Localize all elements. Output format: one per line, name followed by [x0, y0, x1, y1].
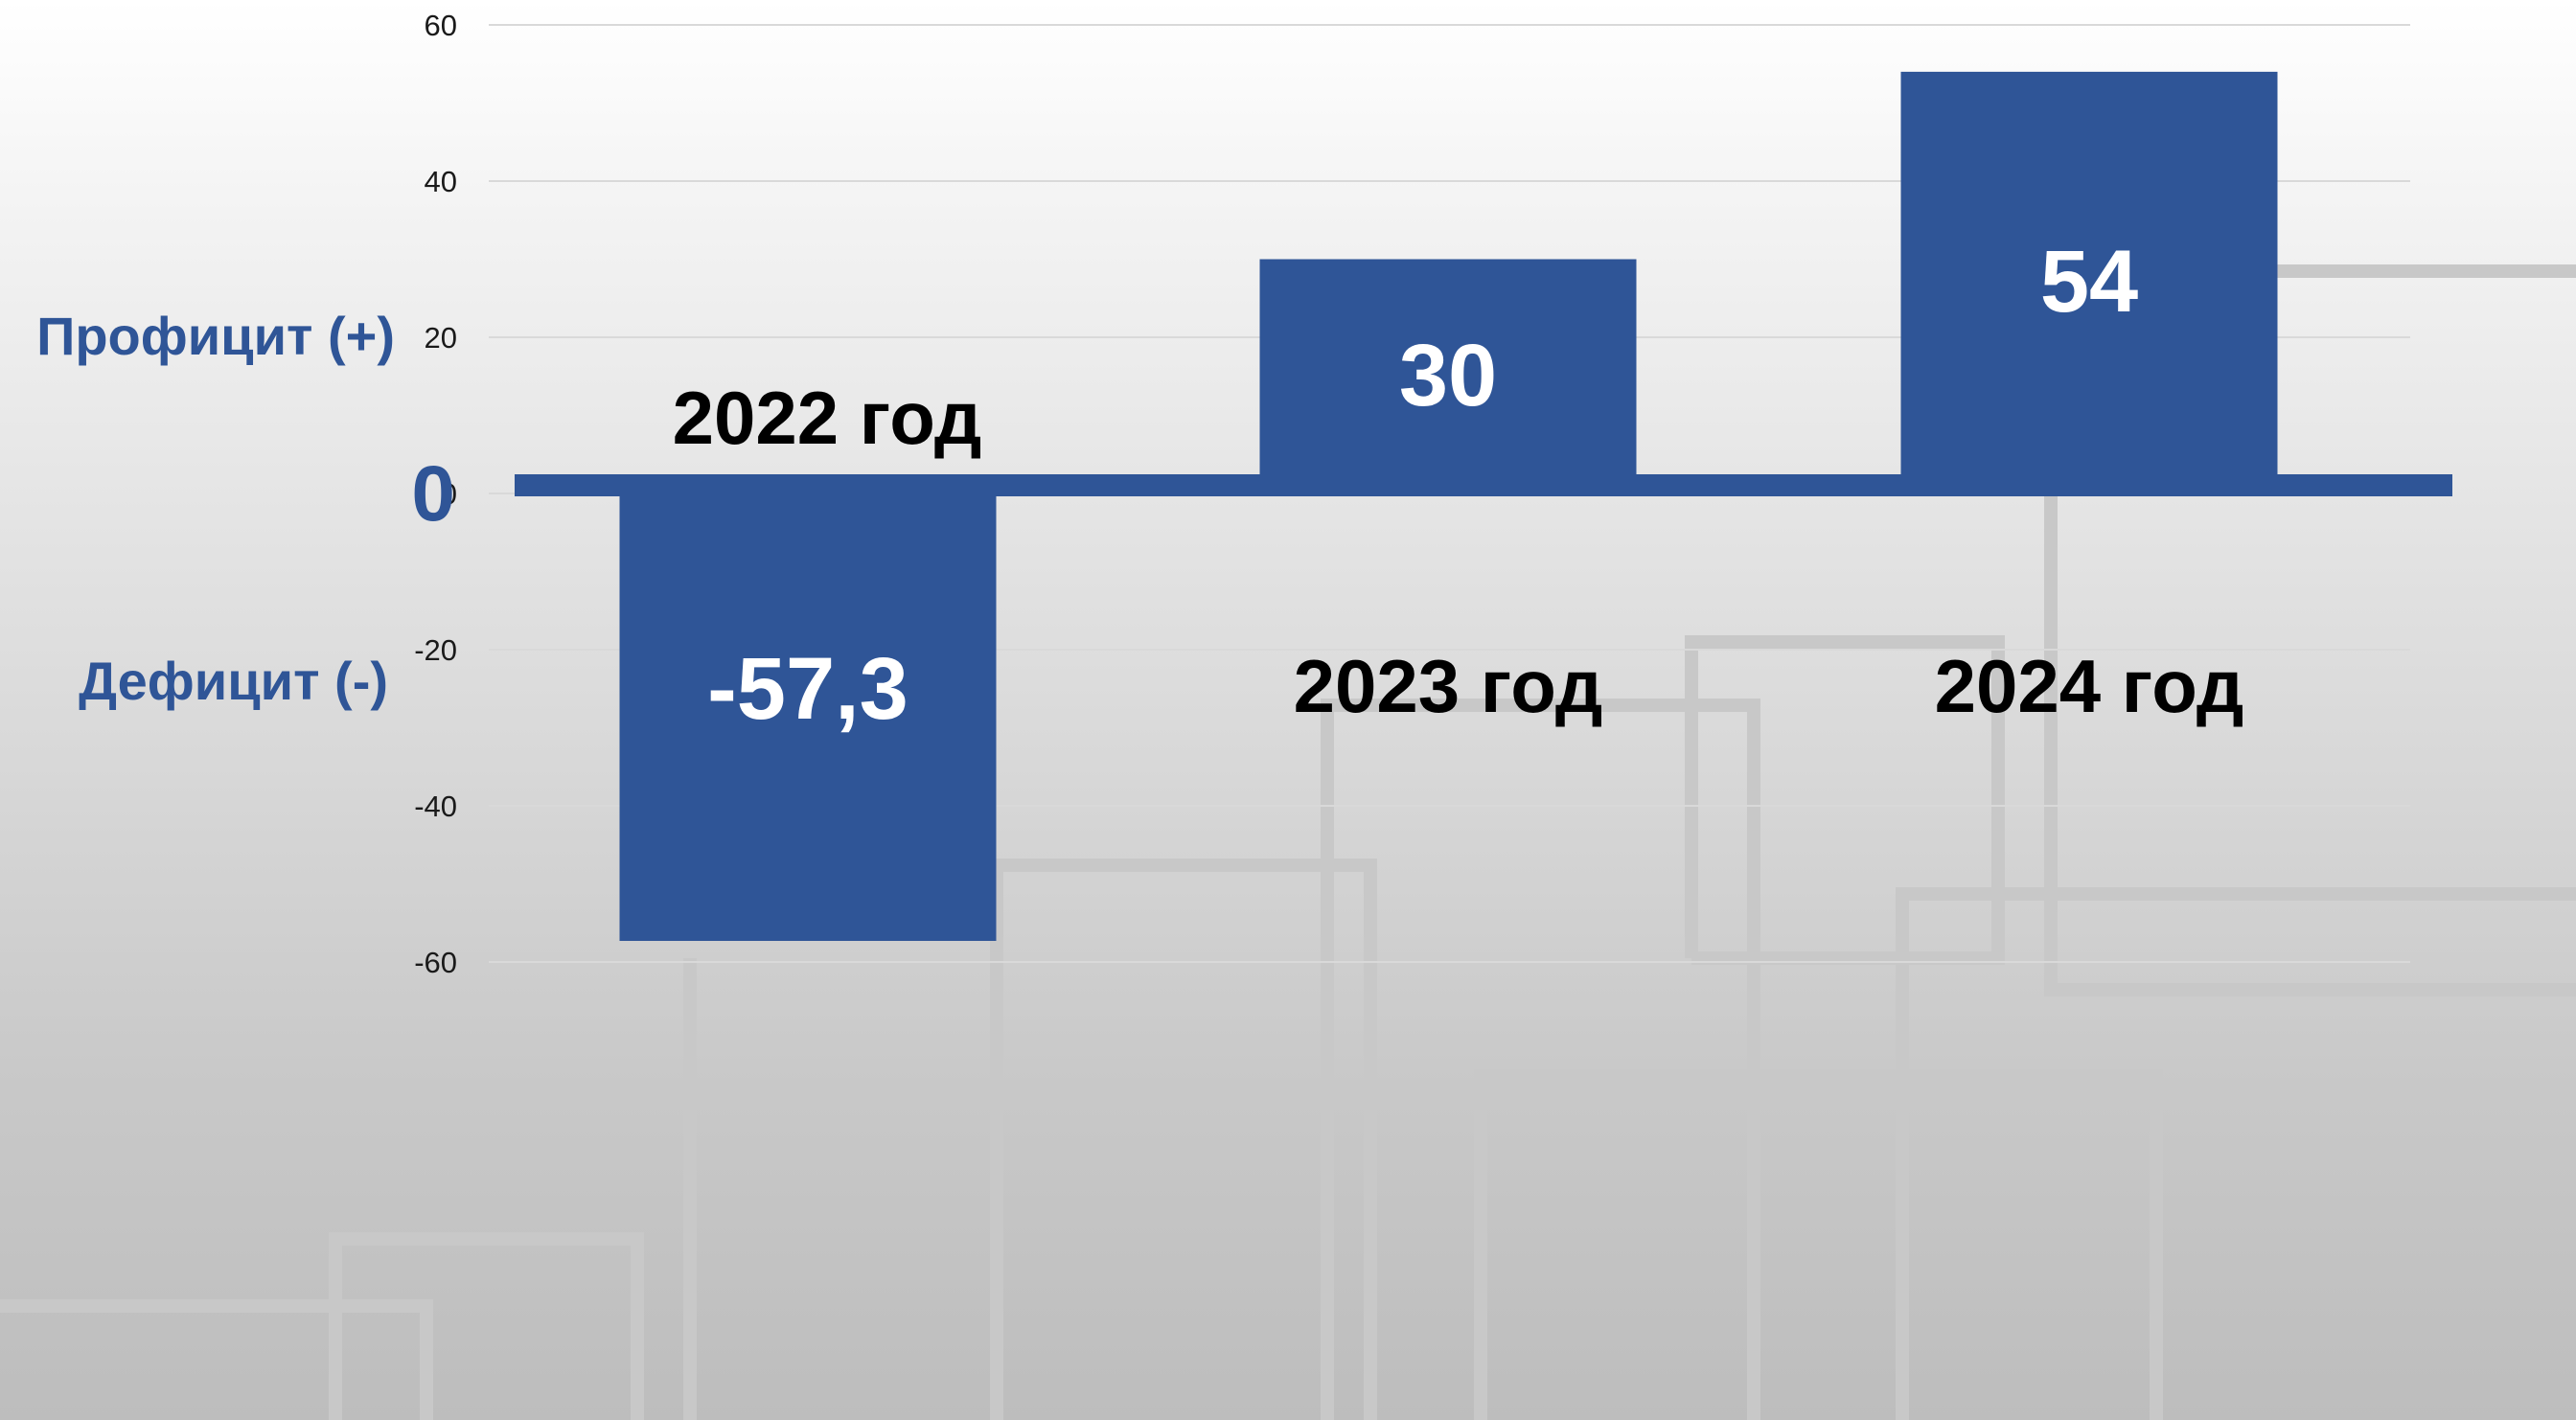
bars	[619, 71, 2278, 941]
category-label: 2022 год	[673, 376, 982, 460]
y-tick-label: -20	[414, 633, 457, 667]
y-axis-ticks: 60 40 20 0 -20 -40 -60	[414, 9, 457, 979]
y-tick-label: 0	[441, 477, 457, 511]
y-tick-label: -60	[414, 946, 457, 979]
y-tick-label: 40	[425, 165, 457, 198]
deficit-label: Дефицит (-)	[79, 651, 388, 711]
bar	[619, 493, 997, 941]
labels: -57,3 2022 год 30 2023 год 54 2024 год	[673, 233, 2244, 738]
data-label: 54	[2040, 233, 2138, 331]
data-label: -57,3	[707, 640, 908, 738]
y-tick-label: 20	[425, 321, 457, 355]
data-label: 30	[1399, 327, 1497, 424]
background-decoration	[0, 264, 2576, 1420]
y-tick-label: -40	[414, 790, 457, 823]
zero-baseline	[515, 474, 2452, 496]
category-label: 2023 год	[1294, 644, 1603, 728]
bar	[1259, 259, 1637, 493]
surplus-label: Профицит (+)	[36, 306, 395, 366]
zero-axis-label: 0	[411, 450, 455, 538]
y-tick-label: 60	[425, 9, 457, 42]
category-label: 2024 год	[1935, 644, 2244, 728]
bar	[1900, 71, 2278, 494]
